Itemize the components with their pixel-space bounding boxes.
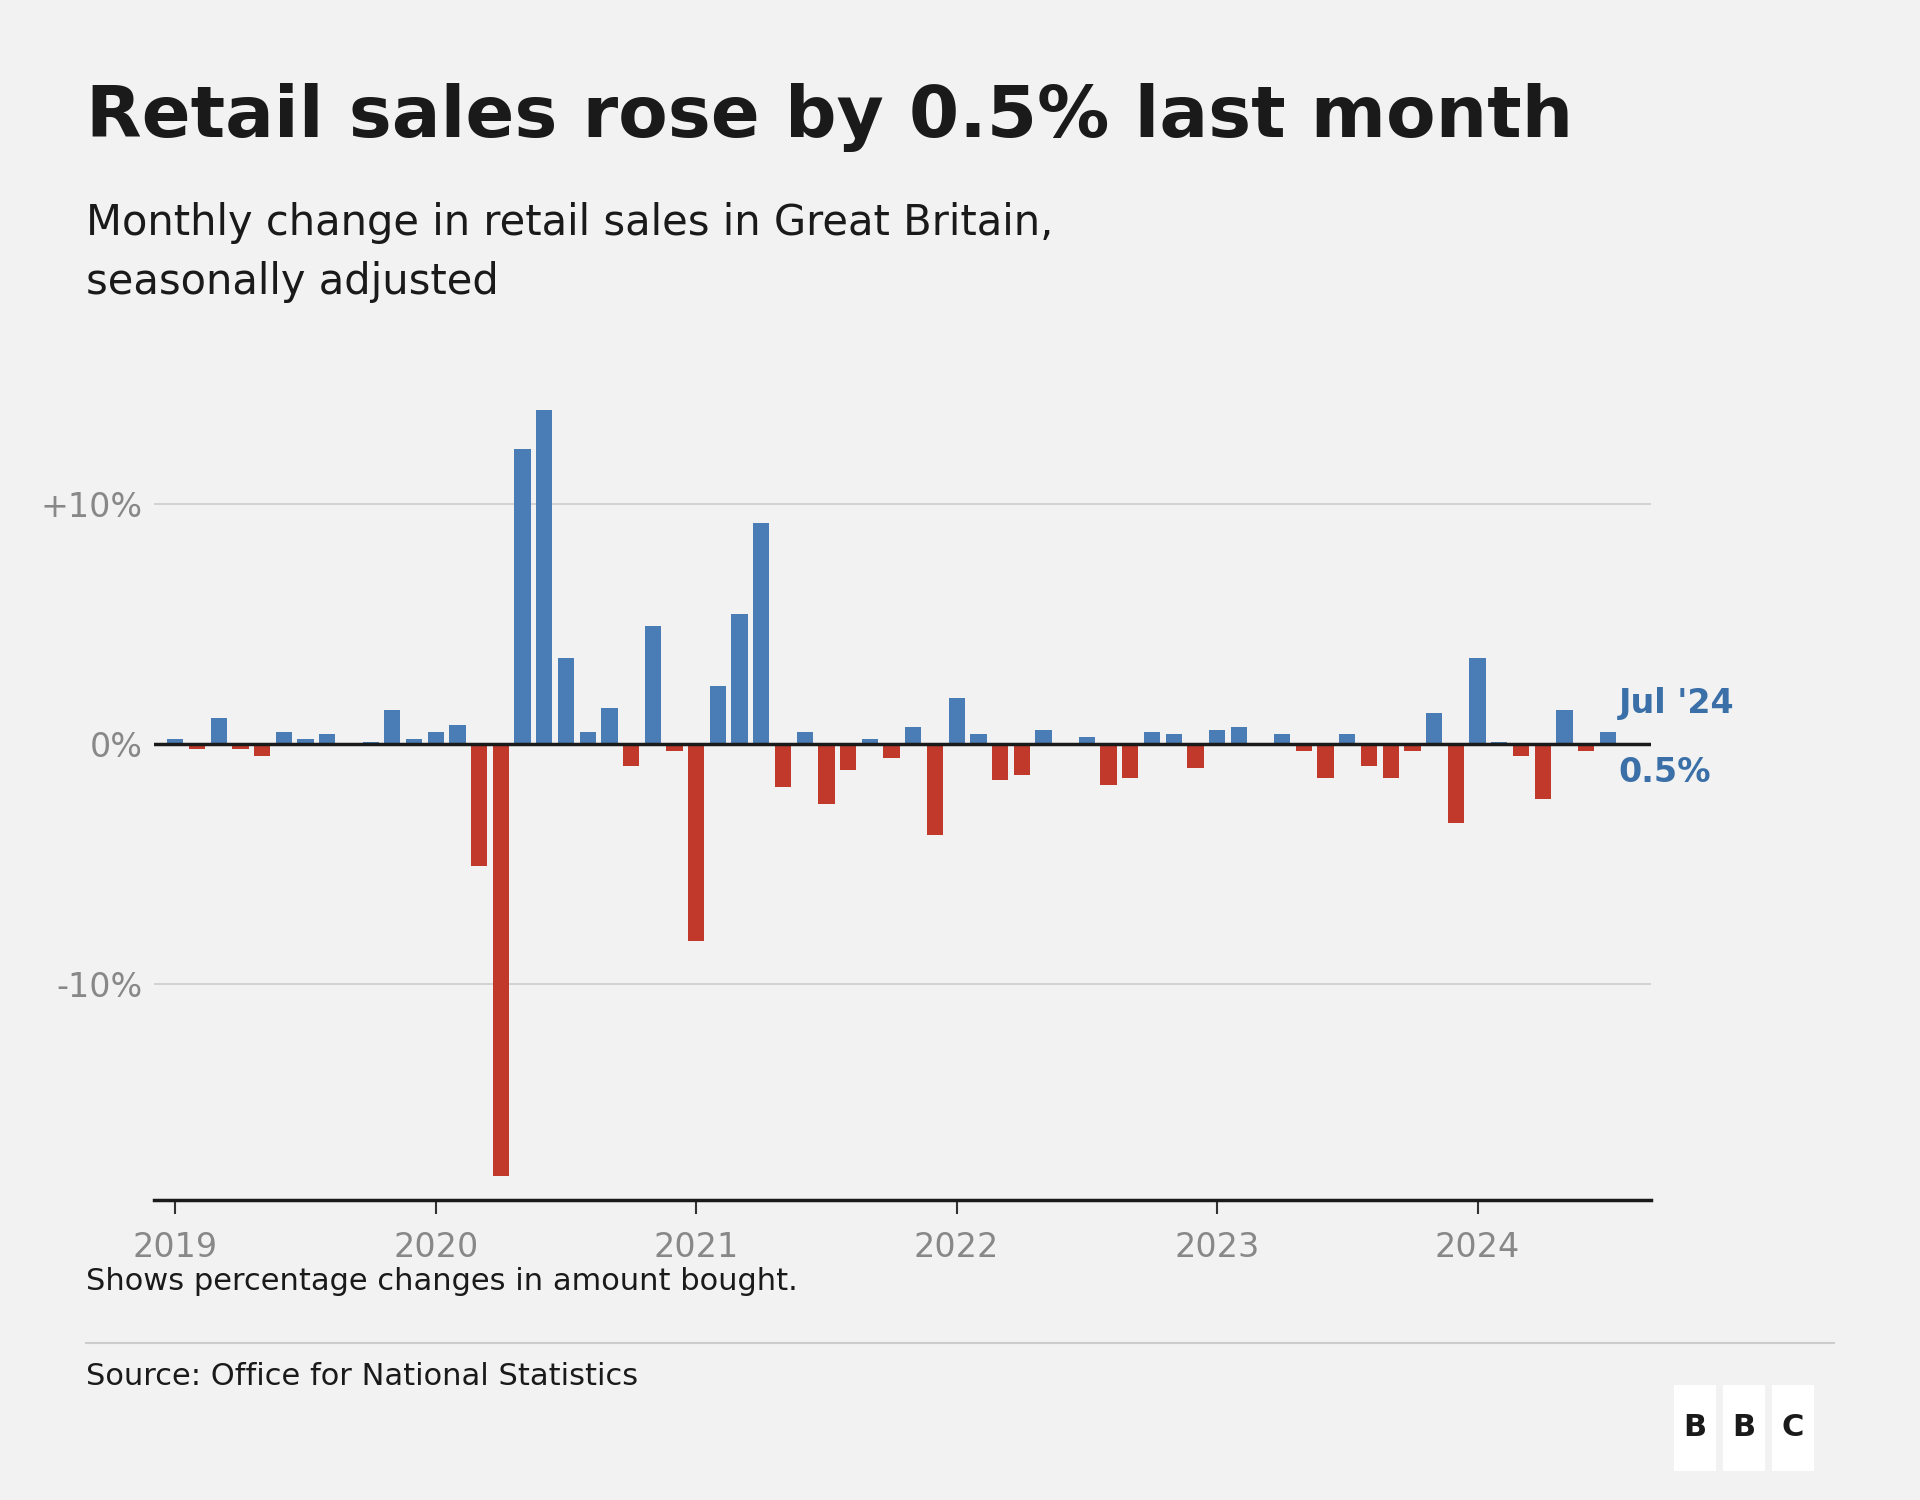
- Bar: [188, 744, 205, 748]
- Bar: [1772, 1384, 1814, 1472]
- Bar: [232, 744, 248, 748]
- Bar: [841, 744, 856, 771]
- Bar: [1165, 735, 1183, 744]
- Bar: [666, 744, 684, 752]
- Text: B: B: [1684, 1413, 1707, 1443]
- Bar: [428, 732, 444, 744]
- Bar: [1121, 744, 1139, 777]
- Bar: [1340, 735, 1356, 744]
- Bar: [384, 711, 401, 744]
- Bar: [211, 717, 227, 744]
- Bar: [1361, 744, 1377, 765]
- Bar: [948, 699, 964, 744]
- Bar: [1187, 744, 1204, 768]
- Bar: [405, 740, 422, 744]
- Bar: [559, 657, 574, 744]
- Bar: [515, 448, 530, 744]
- Bar: [927, 744, 943, 836]
- Bar: [1100, 744, 1117, 784]
- Bar: [363, 741, 378, 744]
- Text: 0.5%: 0.5%: [1619, 756, 1711, 789]
- Bar: [536, 411, 553, 744]
- Bar: [1557, 711, 1572, 744]
- Bar: [601, 708, 618, 744]
- Bar: [1722, 1384, 1764, 1472]
- Bar: [298, 740, 313, 744]
- Bar: [710, 687, 726, 744]
- Bar: [1382, 744, 1400, 777]
- Text: C: C: [1782, 1413, 1805, 1443]
- Bar: [993, 744, 1008, 780]
- Bar: [1296, 744, 1311, 752]
- Bar: [580, 732, 595, 744]
- Bar: [449, 724, 467, 744]
- Bar: [1599, 732, 1617, 744]
- Text: B: B: [1732, 1413, 1755, 1443]
- Bar: [622, 744, 639, 765]
- Bar: [1427, 712, 1442, 744]
- Bar: [818, 744, 835, 804]
- Bar: [167, 740, 184, 744]
- Text: Retail sales rose by 0.5% last month: Retail sales rose by 0.5% last month: [86, 82, 1574, 152]
- Bar: [1231, 728, 1246, 744]
- Bar: [1448, 744, 1465, 824]
- Bar: [1513, 744, 1528, 756]
- Bar: [1469, 657, 1486, 744]
- Text: Jul '24: Jul '24: [1619, 687, 1734, 720]
- Bar: [797, 732, 812, 744]
- Bar: [1404, 744, 1421, 752]
- Bar: [862, 740, 877, 744]
- Text: Shows percentage changes in amount bought.: Shows percentage changes in amount bough…: [86, 1268, 799, 1296]
- Bar: [1035, 729, 1052, 744]
- Bar: [753, 524, 770, 744]
- Bar: [687, 744, 705, 940]
- Text: Source: Office for National Statistics: Source: Office for National Statistics: [86, 1362, 639, 1390]
- Bar: [1014, 744, 1029, 776]
- Text: Monthly change in retail sales in Great Britain,
seasonally adjusted: Monthly change in retail sales in Great …: [86, 202, 1054, 303]
- Bar: [904, 728, 922, 744]
- Bar: [1210, 729, 1225, 744]
- Bar: [776, 744, 791, 788]
- Bar: [1578, 744, 1594, 752]
- Bar: [276, 732, 292, 744]
- Bar: [253, 744, 271, 756]
- Bar: [1079, 736, 1094, 744]
- Bar: [1317, 744, 1334, 777]
- Bar: [732, 615, 747, 744]
- Bar: [1144, 732, 1160, 744]
- Bar: [645, 627, 660, 744]
- Bar: [1534, 744, 1551, 800]
- Bar: [1058, 744, 1073, 747]
- Bar: [1275, 735, 1290, 744]
- Bar: [1674, 1384, 1716, 1472]
- Bar: [970, 735, 987, 744]
- Bar: [470, 744, 488, 867]
- Bar: [883, 744, 900, 759]
- Bar: [1492, 741, 1507, 744]
- Bar: [319, 735, 336, 744]
- Bar: [493, 744, 509, 1176]
